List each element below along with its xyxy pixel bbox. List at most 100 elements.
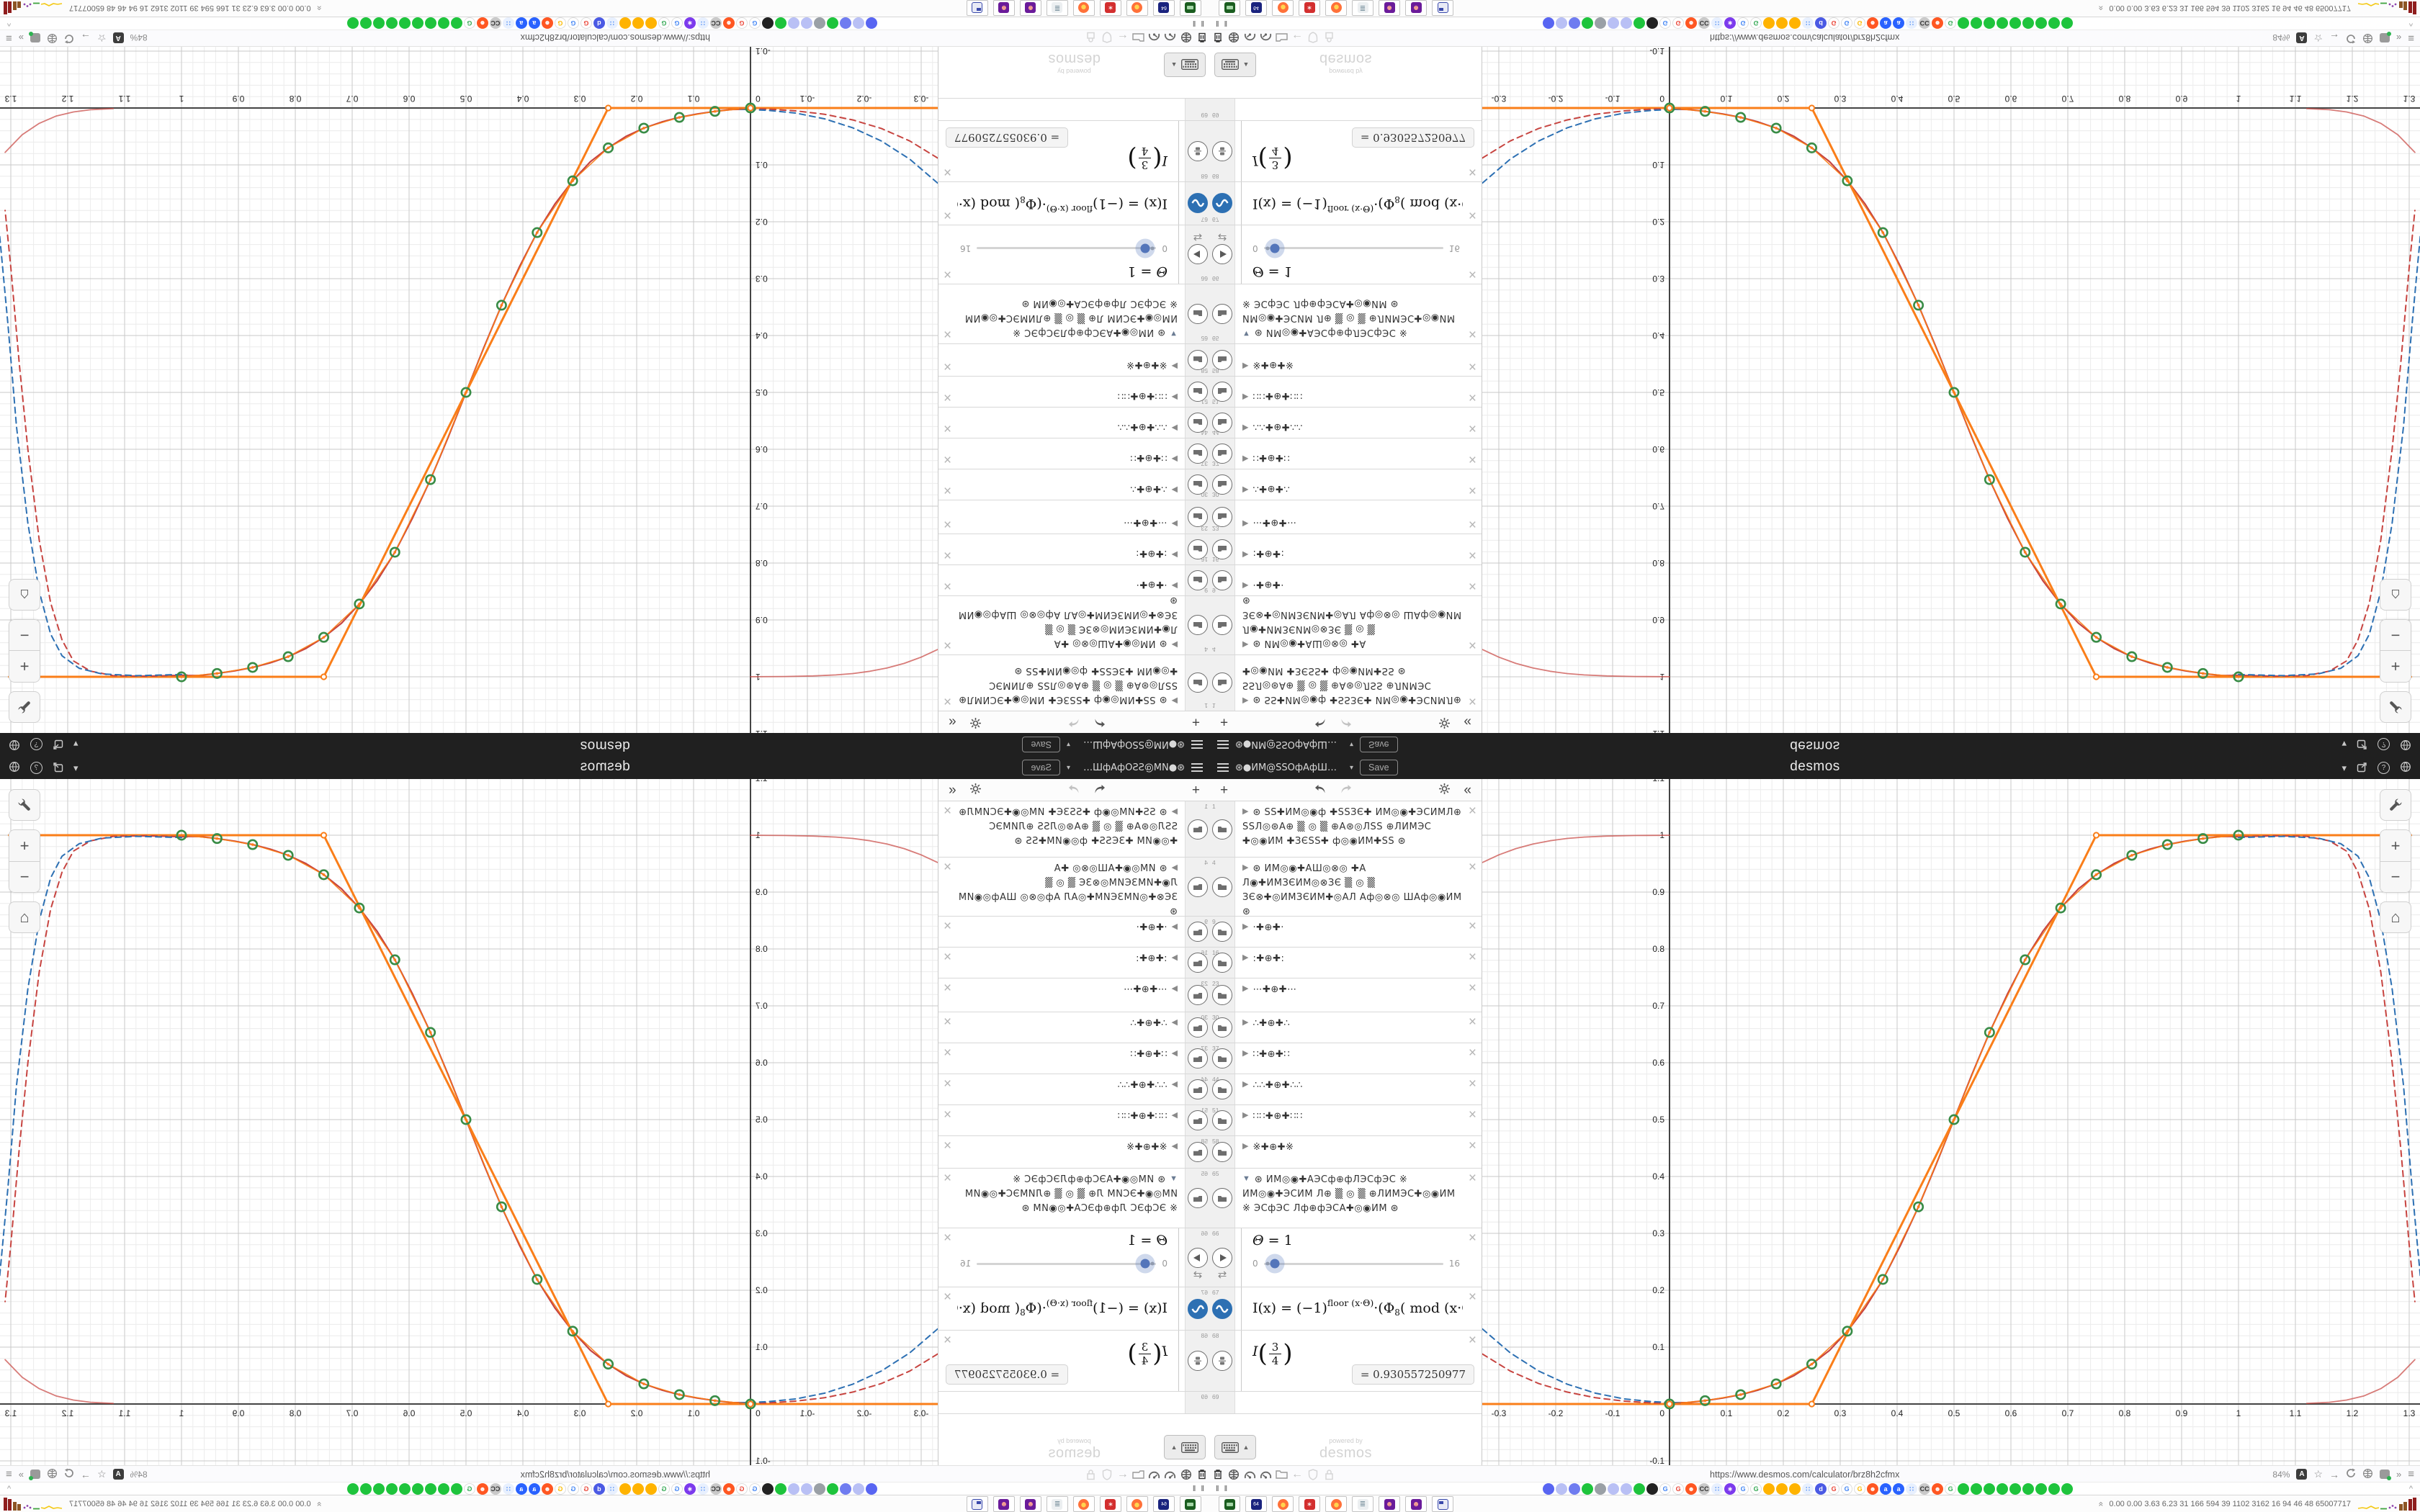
zoom-level[interactable]: 84%: [2272, 1469, 2290, 1480]
tab-favicon[interactable]: G: [1672, 1483, 1685, 1495]
expression-row-30[interactable]: 30 ▶∴✚⊕✚∴ ×: [938, 469, 1210, 500]
graph-paper[interactable]: -0.3 -0.2 -0.1 0 0.1 0.2 0.3 0.4 0.5 0.6 0.7 0.8 0.9…: [1482, 47, 2420, 733]
slider-max[interactable]: 16: [960, 243, 972, 253]
row-content[interactable]: ▶⋯✚⊕✚⋯ ×: [938, 500, 1185, 534]
row-content[interactable]: ▶∴∴✚⊕✚∴∴ ×: [938, 1074, 1185, 1104]
folder-icon[interactable]: [1188, 413, 1208, 433]
tab-favicon[interactable]: G: [671, 1483, 683, 1495]
tab-favicon[interactable]: ☻: [1867, 1483, 1879, 1495]
reload-icon[interactable]: [2346, 32, 2356, 44]
tab-favicon[interactable]: [1996, 1483, 2009, 1495]
tab-favicon[interactable]: [398, 1483, 411, 1495]
folder-icon[interactable]: [1188, 1110, 1208, 1130]
tab-favicon[interactable]: [800, 17, 812, 29]
tab-favicon[interactable]: G: [1750, 17, 1762, 29]
taskbar-app-firefox[interactable]: [1325, 0, 1347, 16]
delete-expression-icon[interactable]: ×: [944, 451, 952, 467]
expression-row-30[interactable]: 30 ▶∴✚⊕✚∴ ×: [938, 1012, 1210, 1043]
expression-row-58[interactable]: 58 ▶※✚⊕✚※ ×: [1210, 1136, 1482, 1169]
expression-row-44[interactable]: 44 ▶∴∴✚⊕✚∴∴ ×: [1210, 407, 1482, 438]
slider-loop-mode-icon[interactable]: ⇄: [1193, 231, 1203, 243]
folder-expand-arrow[interactable]: ▶: [1171, 1018, 1178, 1027]
folder-icon[interactable]: [1212, 1110, 1232, 1130]
globe-icon[interactable]: [1178, 31, 1194, 45]
row-content[interactable]: ▶※✚⊕✚※ ×: [1235, 344, 1482, 376]
delete-expression-icon[interactable]: ×: [944, 1171, 952, 1186]
folder-icon[interactable]: [1212, 922, 1232, 942]
folder-icon[interactable]: [1212, 819, 1232, 840]
tab-favicon[interactable]: a: [1893, 1483, 1905, 1495]
row-content[interactable]: ▼⊛ ИМ◎◉✚АЭСф⊕фЛЭСфЭС ※ ИМ◎◉✚ЭСИМ Л⊕ ▒ ◎ …: [1235, 1169, 1482, 1228]
row-content[interactable]: ▶⋯✚⊕✚⋯ ×: [1235, 500, 1482, 534]
row-content[interactable]: ▶:✚⊕✚: ×: [1235, 534, 1482, 564]
expression-row-37[interactable]: 37 ▶∷✚⊕✚∷ ×: [938, 1043, 1210, 1074]
slider[interactable]: 0 16: [957, 243, 1168, 253]
folder-expand-arrow[interactable]: ▶: [1171, 922, 1178, 931]
tab-favicon[interactable]: [372, 17, 385, 29]
tab-favicon[interactable]: CC: [1698, 17, 1711, 29]
menu-icon[interactable]: ≡: [2408, 1468, 2414, 1480]
tab-favicon[interactable]: CC: [709, 17, 722, 29]
row-content[interactable]: ▶∴✚⊕✚∴ ×: [1235, 1012, 1482, 1043]
tab-favicon[interactable]: [2009, 1483, 2022, 1495]
tab-favicon[interactable]: [1634, 1483, 1646, 1495]
help-icon[interactable]: ?: [30, 738, 42, 751]
expression-row-1[interactable]: 1 ▶⊛ ЅЅ✚ИМ◎◉ф ✚ЅЅЗЄ✚ ИМ◎◉✚ЭСИМЛ⊕ ЅЅЛ◎⊛А⊕ …: [938, 801, 1210, 858]
expression-row-44[interactable]: 44 ▶∴∴✚⊕✚∴∴ ×: [1210, 1074, 1482, 1105]
folder-icon[interactable]: [1212, 444, 1232, 464]
folder-icon[interactable]: [1188, 382, 1208, 402]
expression-row-51[interactable]: 51 ▶∷∷✚⊕✚∷∷ ×: [938, 376, 1210, 407]
expression-row-66[interactable]: 66 ⇄ Θ = 1 0 16 ×: [1210, 225, 1482, 284]
row-content[interactable]: ▶·✚⊕✚· ×: [1235, 917, 1482, 947]
expression-row-1[interactable]: 1 ▶⊛ ЅЅ✚ИМ◎◉ф ✚ЅЅЗЄ✚ ИМ◎◉✚ЭСИМЛ⊕ ЅЅЛ◎⊛А⊕ …: [938, 654, 1210, 711]
delete-expression-icon[interactable]: ×: [944, 420, 952, 436]
tab-favicon[interactable]: [1595, 17, 1607, 29]
folder-icon[interactable]: [1188, 1188, 1208, 1208]
folder-icon[interactable]: [1212, 1048, 1232, 1068]
undo-button[interactable]: [1309, 782, 1331, 798]
folder-icon[interactable]: [1212, 985, 1232, 1005]
expression-row-23[interactable]: 23 ▶⋯✚⊕✚⋯ ×: [1210, 500, 1482, 534]
tab-favicon[interactable]: d: [593, 1483, 605, 1495]
globe-icon[interactable]: [9, 738, 20, 751]
folder-icon[interactable]: [1188, 474, 1208, 495]
lock-icon[interactable]: [1321, 1467, 1337, 1482]
delete-expression-icon[interactable]: ×: [944, 1333, 952, 1348]
menu-icon[interactable]: ≡: [6, 32, 12, 44]
slider-track[interactable]: [1263, 243, 1443, 253]
collapse-panel-button[interactable]: «: [944, 714, 961, 731]
taskbar-app-monkey[interactable]: ☻: [1020, 1496, 1041, 1512]
tab-favicon[interactable]: G: [1854, 1483, 1866, 1495]
tab-favicon[interactable]: G: [463, 1483, 475, 1495]
delete-expression-icon[interactable]: ×: [1468, 1107, 1476, 1122]
delete-expression-icon[interactable]: ×: [944, 981, 952, 996]
bookmark-star-icon[interactable]: ☆: [2313, 32, 2323, 44]
tab-favicon[interactable]: G: [671, 17, 683, 29]
slider-max[interactable]: 16: [1448, 243, 1460, 253]
tab-favicon[interactable]: d: [1815, 1483, 1827, 1495]
tab-favicon[interactable]: ∷: [1711, 1483, 1724, 1495]
graph-canvas[interactable]: -0.3 -0.2 -0.1 0 0.1 0.2 0.3 0.4 0.5 0.6 0.7 0.8 0.9…: [1482, 779, 2420, 1465]
expression-formula[interactable]: I(x) = (−1)floor (x·Θ)·(Φ8( mod (x·Θ,1))…: [957, 194, 1168, 215]
expression-row-69[interactable]: 69: [1210, 1392, 1482, 1414]
overflow-icon[interactable]: »: [18, 1469, 24, 1480]
tab-favicon[interactable]: d: [1815, 17, 1827, 29]
row-content[interactable]: ▶∴✚⊕✚∴ ×: [938, 469, 1185, 500]
taskbar-app-doc[interactable]: ≣: [1352, 0, 1373, 16]
save-button[interactable]: Save: [1360, 760, 1398, 775]
expression-row-4[interactable]: 4 ▶⊛ ИМ◎◉✚АШ◎⊗◎ ✚А Л◉✚ИМЗЄИМ◎⊗ЗЄ ▒ ◎ ▒ ЗЄ…: [938, 595, 1210, 654]
delete-expression-icon[interactable]: ×: [1468, 420, 1476, 436]
row-content[interactable]: ▶⊛ ЅЅ✚ИМ◎◉ф ✚ЅЅЗЄ✚ ИМ◎◉✚ЭСИМЛ⊕ ЅЅЛ◎⊛А⊕ ▒…: [938, 655, 1185, 711]
row-content[interactable]: ▶⋯✚⊕✚⋯ ×: [938, 978, 1185, 1012]
folder-expand-arrow[interactable]: ▶: [1242, 361, 1249, 370]
folder-expand-arrow[interactable]: ▶: [1171, 984, 1178, 993]
tab-favicon[interactable]: G: [463, 17, 475, 29]
delete-expression-icon[interactable]: ×: [1468, 1076, 1476, 1092]
expression-row-68[interactable]: 68 I(3 4) = 0.930557250977 ×: [938, 1331, 1210, 1392]
tab-favicon[interactable]: [1984, 1483, 1996, 1495]
taskbar-app-doc[interactable]: ≣: [1047, 1496, 1068, 1512]
tab-favicon[interactable]: [1595, 1483, 1607, 1495]
expression-row-51[interactable]: 51 ▶∷∷✚⊕✚∷∷ ×: [1210, 376, 1482, 407]
taskbar-app-window[interactable]: [967, 1496, 988, 1512]
back-icon[interactable]: ←: [1291, 32, 1303, 45]
